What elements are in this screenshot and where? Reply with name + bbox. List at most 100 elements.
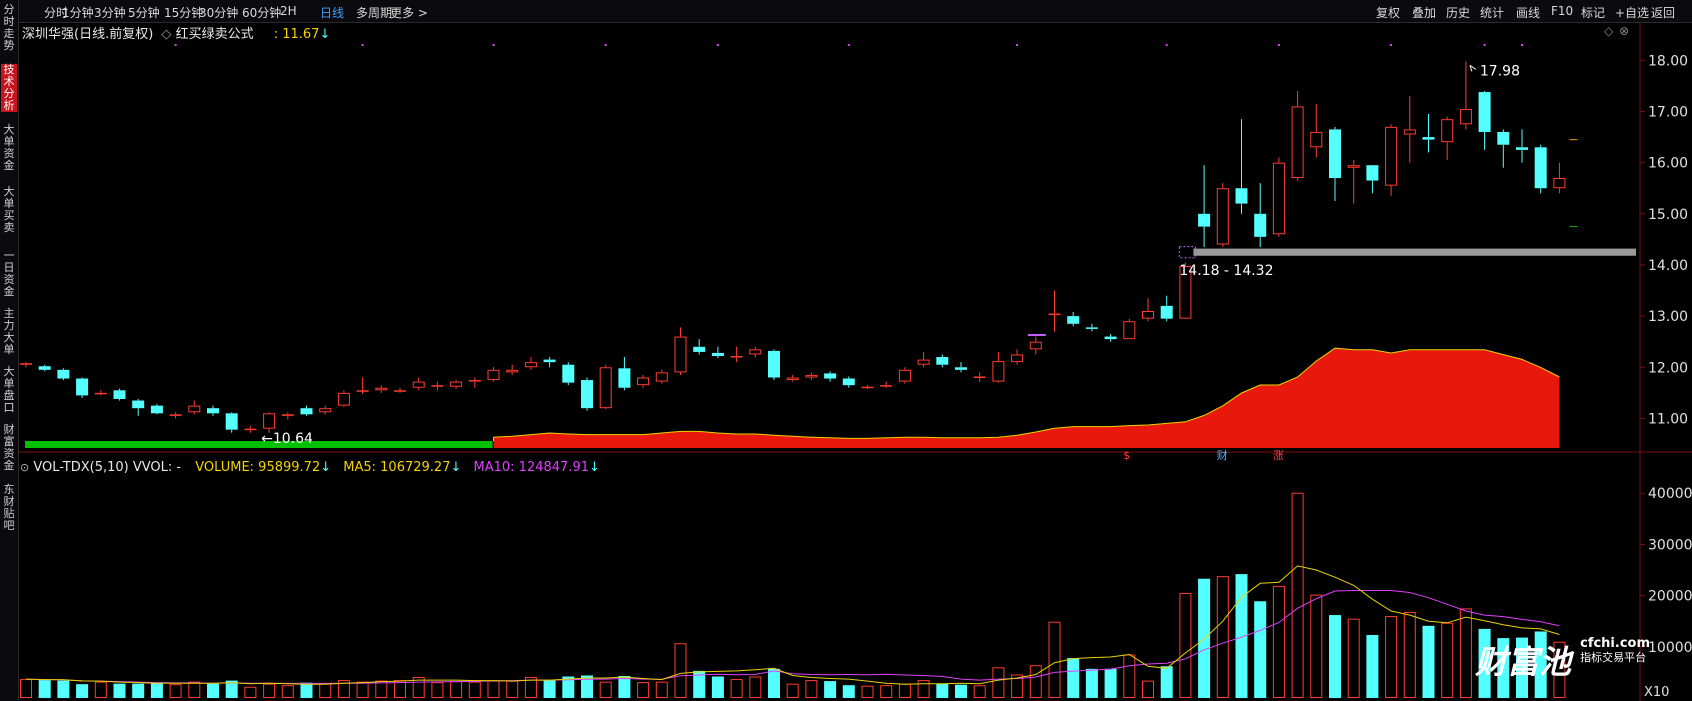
tool-button-8[interactable]: 返回	[1651, 6, 1676, 20]
volume-bar	[1029, 665, 1042, 699]
side-tab-char: 势	[3, 39, 15, 52]
volume-bar	[581, 675, 593, 698]
signal-dot	[1165, 44, 1168, 46]
period-tab-0[interactable]: 分时	[44, 6, 69, 20]
candle	[412, 377, 425, 391]
candle-body	[76, 378, 89, 396]
side-tab-5[interactable]: 主力大单	[1, 308, 17, 356]
period-tab-9[interactable]: 多周期	[356, 6, 393, 20]
side-tab-6[interactable]: 大单盘口	[1, 366, 17, 414]
period-tab-10[interactable]: 更多 >	[390, 6, 428, 20]
side-tab-3[interactable]: 大单买卖	[1, 186, 17, 234]
tool-button-1[interactable]: 叠加	[1412, 6, 1437, 20]
tool-button-6[interactable]: 标记	[1581, 6, 1606, 20]
candle-body	[94, 392, 107, 395]
candle-body	[450, 381, 463, 387]
signal-dot	[174, 44, 177, 46]
price-axis: 18.00 17.00 16.00 15.00 14.00 13.00 12.00 11.00…	[1640, 53, 1692, 700]
candle	[169, 412, 182, 419]
candle	[1104, 334, 1117, 342]
volume-bar	[431, 682, 444, 699]
volume-bar	[1347, 618, 1360, 699]
side-tab-char: 大	[3, 123, 15, 136]
period-tab-8[interactable]: 日线	[320, 6, 345, 20]
volume-bar	[57, 680, 70, 698]
indicator-outline	[493, 347, 1560, 441]
diamond-icon[interactable]: ◇	[1604, 24, 1614, 38]
tool-button-3[interactable]: 统计	[1480, 6, 1505, 20]
candle	[244, 426, 257, 433]
volume-chart-header: ⊙ VOL-TDX(5,10) VVOL: - VOLUME: 95899.72…	[20, 460, 600, 475]
volume-bar	[394, 680, 406, 698]
tool-button-2[interactable]: 历史	[1446, 6, 1471, 20]
volume-bar	[132, 683, 145, 698]
side-tab-8[interactable]: 东财贴吧	[1, 484, 17, 532]
side-tab-1[interactable]: 技术分析	[1, 64, 17, 112]
period-tab-7[interactable]: 2H	[280, 4, 297, 18]
side-tab-0[interactable]: 分时走势	[1, 4, 17, 52]
candle	[1385, 124, 1398, 196]
signal-dot	[492, 44, 495, 46]
tool-button-4[interactable]: 画线	[1516, 6, 1541, 20]
side-tab-4[interactable]: 一日资金	[1, 250, 17, 298]
candle	[1459, 61, 1472, 130]
volume-bar	[1385, 616, 1398, 698]
volume-bar	[936, 683, 949, 698]
tool-button-7[interactable]: +自选	[1615, 6, 1650, 20]
candle-body	[1142, 311, 1154, 319]
candle	[188, 400, 201, 415]
candle-body	[749, 349, 762, 355]
volume-bar	[1048, 621, 1061, 699]
candle	[1011, 349, 1024, 365]
candle-body	[1516, 147, 1528, 150]
volume-indicator-name[interactable]: VOL-TDX(5,10) VVOL: -	[33, 460, 182, 475]
period-tab-1[interactable]: 1分钟	[62, 6, 94, 20]
candle-body	[20, 363, 32, 365]
formula-name[interactable]: 红买绿卖公式	[175, 27, 254, 42]
candle	[973, 372, 986, 382]
candle	[1198, 165, 1211, 248]
candle-body	[1553, 178, 1566, 189]
volume-ma-lines	[25, 565, 1560, 685]
volume-bar	[468, 681, 481, 698]
candle	[1235, 119, 1248, 214]
candle-body	[730, 356, 743, 358]
candle-body	[1534, 147, 1547, 189]
candle-body	[861, 386, 874, 389]
candle	[1310, 103, 1323, 158]
candle	[1048, 290, 1061, 332]
tool-button-0[interactable]: 复权	[1376, 6, 1401, 20]
candle	[1029, 336, 1042, 355]
collapse-icon[interactable]: ⊙	[20, 461, 30, 474]
candle	[150, 404, 163, 415]
candle-body	[711, 352, 724, 357]
candle-body	[356, 390, 369, 392]
tool-button-5[interactable]: F10	[1551, 4, 1574, 18]
close-icon[interactable]: ⊗	[1619, 24, 1630, 38]
indicator-baseline-bar	[493, 441, 1560, 448]
volume-series	[20, 492, 1566, 699]
ma5-value: MA5: 106729.27	[343, 460, 451, 475]
price-tick-label: 14.00	[1648, 258, 1688, 274]
period-tab-6[interactable]: 60分钟	[242, 6, 282, 20]
side-tab-char: 吧	[3, 519, 15, 532]
period-tab-2[interactable]: 3分钟	[94, 6, 126, 20]
signal-dot	[1277, 44, 1280, 46]
volume-bar	[263, 683, 276, 699]
ma5-arrow-icon: ↓	[450, 460, 462, 475]
period-tab-4[interactable]: 15分钟	[164, 6, 204, 20]
formula-diamond-icon[interactable]: ◇	[161, 27, 172, 42]
candle	[468, 377, 481, 388]
period-tab-3[interactable]: 5分钟	[128, 6, 160, 20]
candle-body	[263, 413, 276, 429]
volume-bar	[450, 681, 463, 698]
stock-title[interactable]: 深圳华强(日线.前复权)	[22, 27, 154, 42]
volume-arrow-icon: ↓	[320, 460, 332, 475]
side-tab-char: 买	[3, 209, 15, 222]
price-tick-label: 16.00	[1648, 156, 1688, 172]
side-tab-7[interactable]: 财富资金	[1, 424, 17, 472]
period-tab-5[interactable]: 30分钟	[199, 6, 239, 20]
side-tab-2[interactable]: 大单资金	[1, 124, 17, 172]
volume-bar	[281, 685, 294, 699]
volume-bar	[524, 677, 537, 698]
